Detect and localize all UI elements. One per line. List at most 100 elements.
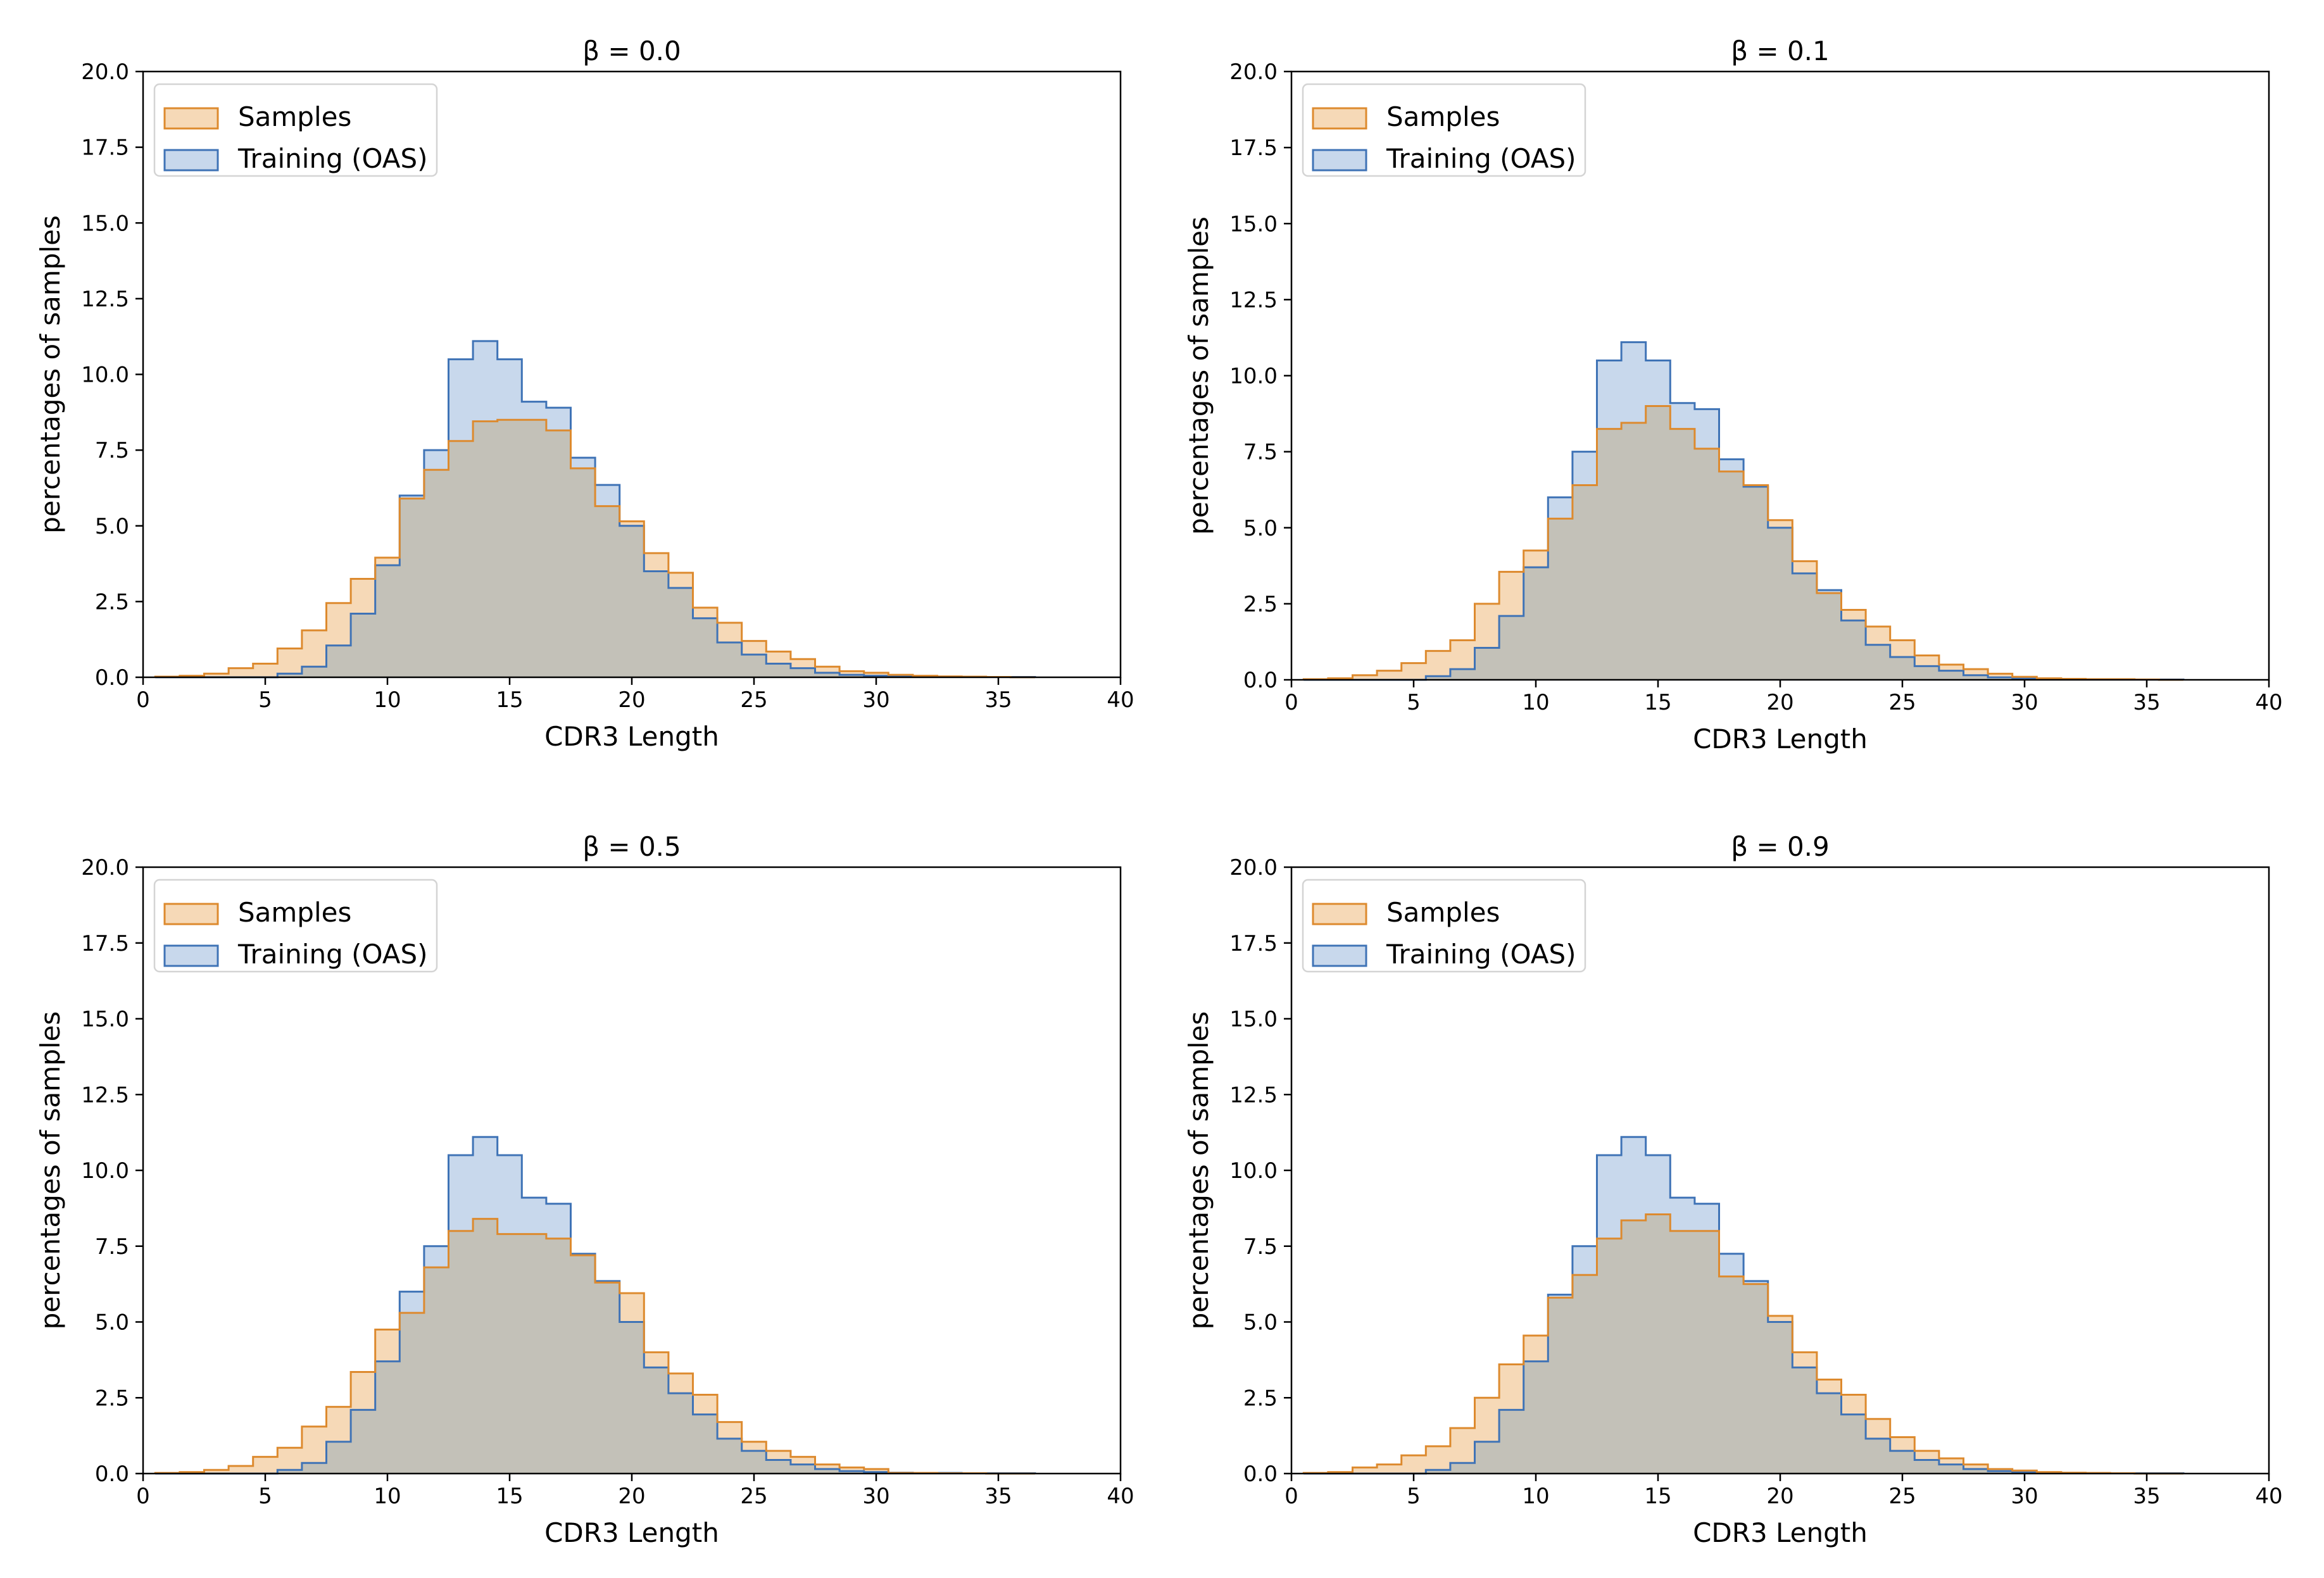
x-tick-label: 35 bbox=[984, 687, 1012, 713]
x-tick-label: 10 bbox=[1522, 690, 1549, 715]
legend-label-samples: Samples bbox=[1386, 897, 1500, 928]
y-tick-label: 17.5 bbox=[1229, 135, 1278, 161]
y-tick-label: 20.0 bbox=[1229, 59, 1278, 85]
legend-label-samples: Samples bbox=[238, 101, 351, 132]
legend-swatch-training bbox=[163, 944, 219, 967]
legend-label-samples: Samples bbox=[1386, 101, 1500, 132]
y-tick-label: 7.5 bbox=[95, 1234, 129, 1260]
x-tick-label: 35 bbox=[2133, 1484, 2160, 1509]
training-step-line bbox=[1303, 1136, 2185, 1475]
x-tick-label: 40 bbox=[2255, 690, 2282, 715]
y-tick-label: 5.0 bbox=[1243, 516, 1278, 541]
y-tick-label: 17.5 bbox=[1229, 931, 1278, 956]
x-tick-label: 15 bbox=[1644, 1484, 1671, 1509]
legend-box bbox=[1302, 83, 1586, 177]
chart-panel-1: 0 5 10 15 20 25 30 35 40 0.0 2.5 5.0 7.5 10.0 12.5 15.0… bbox=[1183, 35, 2283, 755]
legend-label-training: Training (OAS) bbox=[237, 939, 428, 970]
y-tick-label: 17.5 bbox=[81, 135, 129, 161]
legend: Samples Training (OAS) bbox=[153, 879, 438, 973]
training-step-line bbox=[155, 1136, 1036, 1475]
x-tick-label: 25 bbox=[1888, 690, 1916, 715]
y-tick-label: 0.0 bbox=[95, 665, 129, 691]
x-tick-label: 5 bbox=[1407, 690, 1421, 715]
y-tick-label: 2.5 bbox=[95, 1386, 129, 1411]
y-tick-label: 7.5 bbox=[95, 438, 129, 463]
y-axis-label: percentages of samples bbox=[1183, 216, 1214, 535]
x-tick-label: 5 bbox=[258, 687, 272, 713]
x-tick-label: 30 bbox=[862, 1484, 889, 1509]
x-tick-label: 15 bbox=[1644, 690, 1671, 715]
x-tick-label: 30 bbox=[2011, 690, 2038, 715]
x-tick-label: 10 bbox=[374, 687, 401, 713]
x-tick-label: 15 bbox=[496, 687, 523, 713]
legend-box bbox=[153, 83, 438, 177]
legend-label-samples: Samples bbox=[238, 897, 351, 928]
y-tick-label: 15.0 bbox=[1229, 1007, 1278, 1032]
x-axis-label: CDR3 Length bbox=[1693, 1517, 1868, 1548]
x-tick-label: 0 bbox=[136, 1484, 150, 1509]
x-tick-label: 0 bbox=[1284, 1484, 1298, 1509]
x-tick-label: 10 bbox=[374, 1484, 401, 1509]
x-tick-label: 25 bbox=[740, 1484, 767, 1509]
y-tick-label: 7.5 bbox=[1243, 440, 1278, 465]
x-axis-label: CDR3 Length bbox=[544, 721, 719, 752]
y-tick-label: 10.0 bbox=[1229, 1158, 1278, 1184]
x-tick-label: 0 bbox=[136, 687, 150, 713]
y-tick-label: 15.0 bbox=[81, 1007, 129, 1032]
y-tick-label: 15.0 bbox=[81, 211, 129, 236]
y-tick-label: 5.0 bbox=[95, 1310, 129, 1336]
y-tick-label: 5.0 bbox=[1243, 1310, 1278, 1336]
y-tick-label: 20.0 bbox=[81, 855, 129, 880]
legend-swatch-samples bbox=[163, 107, 219, 130]
y-axis-label: percentages of samples bbox=[35, 1011, 66, 1330]
chart-panel-0: 0 5 10 15 20 25 30 35 40 0.0 2.5 5.0 7.5 10.0 12.5 15.0… bbox=[35, 35, 1134, 752]
y-tick-label: 20.0 bbox=[81, 59, 129, 85]
legend-box bbox=[153, 879, 438, 973]
samples-step-line bbox=[1302, 1213, 2183, 1475]
x-tick-label: 40 bbox=[1107, 687, 1134, 713]
legend: Samples Training (OAS) bbox=[153, 83, 438, 177]
x-tick-label: 40 bbox=[2255, 1484, 2282, 1509]
overlap-fill bbox=[1303, 406, 2183, 680]
y-axis-label: percentages of samples bbox=[1183, 1011, 1214, 1330]
x-tick-label: 20 bbox=[618, 1484, 645, 1509]
x-tick-label: 20 bbox=[1766, 1484, 1793, 1509]
chart-title: β = 0.0 bbox=[582, 35, 681, 66]
x-tick-label: 25 bbox=[1888, 1484, 1916, 1509]
y-tick-label: 2.5 bbox=[1243, 592, 1278, 617]
y-tick-label: 12.5 bbox=[1229, 287, 1278, 313]
chart-title: β = 0.1 bbox=[1731, 35, 1830, 66]
y-tick-label: 5.0 bbox=[95, 514, 129, 539]
y-tick-label: 2.5 bbox=[95, 589, 129, 615]
y-tick-label: 10.0 bbox=[81, 1158, 129, 1184]
y-tick-label: 12.5 bbox=[81, 1082, 129, 1108]
legend-label-training: Training (OAS) bbox=[1386, 143, 1576, 174]
x-tick-label: 30 bbox=[862, 687, 889, 713]
legend-box bbox=[1302, 879, 1586, 973]
y-tick-label: 2.5 bbox=[1243, 1386, 1278, 1411]
x-tick-label: 35 bbox=[984, 1484, 1012, 1509]
y-tick-label: 0.0 bbox=[1243, 668, 1278, 693]
chart-panel-3: 0 5 10 15 20 25 30 35 40 0.0 2.5 5.0 7.5 10.0 12.5 15.0… bbox=[1183, 831, 2283, 1548]
legend: Samples Training (OAS) bbox=[1302, 879, 1586, 973]
x-tick-label: 20 bbox=[618, 687, 645, 713]
legend-swatch-samples bbox=[163, 903, 219, 925]
y-tick-label: 10.0 bbox=[81, 363, 129, 388]
legend-label-training: Training (OAS) bbox=[237, 143, 428, 174]
x-tick-label: 30 bbox=[2011, 1484, 2038, 1509]
y-tick-label: 12.5 bbox=[81, 287, 129, 312]
y-tick-label: 7.5 bbox=[1243, 1234, 1278, 1260]
samples-step-line bbox=[154, 1218, 1035, 1475]
x-tick-label: 25 bbox=[740, 687, 767, 713]
x-tick-label: 20 bbox=[1766, 690, 1793, 715]
chart-panel-2: 0 5 10 15 20 25 30 35 40 0.0 2.5 5.0 7.5 10.0 12.5 15.0… bbox=[35, 831, 1134, 1548]
y-tick-label: 20.0 bbox=[1229, 855, 1278, 880]
y-tick-label: 0.0 bbox=[1243, 1462, 1278, 1487]
legend-swatch-samples bbox=[1312, 107, 1367, 130]
x-tick-label: 5 bbox=[258, 1484, 272, 1509]
chart-title: β = 0.5 bbox=[582, 831, 681, 862]
training-step-line bbox=[155, 340, 1036, 679]
y-tick-label: 0.0 bbox=[95, 1462, 129, 1487]
x-tick-label: 35 bbox=[2133, 690, 2160, 715]
training-step-line bbox=[1303, 341, 2185, 681]
